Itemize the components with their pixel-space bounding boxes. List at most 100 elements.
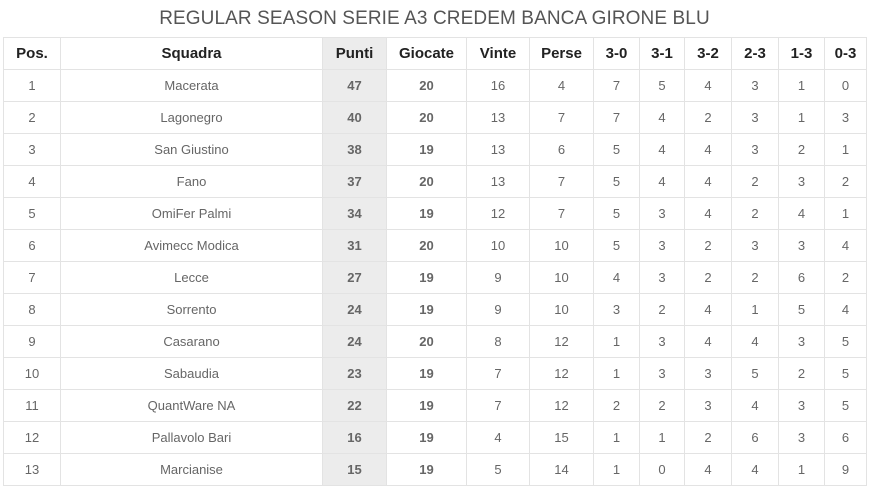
position-cell: 2 bbox=[3, 101, 61, 134]
table-row: 1 Macerata 47 20 16 4 7 5 4 3 1 0 bbox=[3, 69, 867, 102]
score-3-0-cell: 2 bbox=[593, 389, 640, 422]
score-3-2-cell: 2 bbox=[684, 101, 732, 134]
score-3-2-cell: 4 bbox=[684, 453, 732, 486]
lost-cell: 12 bbox=[529, 389, 594, 422]
score-0-3-cell: 6 bbox=[824, 421, 867, 454]
won-cell: 10 bbox=[466, 229, 530, 262]
lost-cell: 14 bbox=[529, 453, 594, 486]
team-name-cell: Lagonegro bbox=[60, 101, 323, 134]
team-name-cell: Sorrento bbox=[60, 293, 323, 326]
played-cell: 19 bbox=[386, 453, 467, 486]
score-1-3-cell: 3 bbox=[778, 389, 825, 422]
points-cell: 24 bbox=[322, 293, 387, 326]
column-header-1-3: 1-3 bbox=[778, 37, 825, 70]
played-cell: 20 bbox=[386, 165, 467, 198]
team-name-cell: Casarano bbox=[60, 325, 323, 358]
table-row: 11 QuantWare NA 22 19 7 12 2 2 3 4 3 5 bbox=[3, 389, 867, 422]
points-cell: 47 bbox=[322, 69, 387, 102]
team-name-cell: Avimecc Modica bbox=[60, 229, 323, 262]
score-2-3-cell: 2 bbox=[731, 197, 779, 230]
score-0-3-cell: 3 bbox=[824, 101, 867, 134]
column-header-3-1: 3-1 bbox=[639, 37, 685, 70]
table-row: 5 OmiFer Palmi 34 19 12 7 5 3 4 2 4 1 bbox=[3, 197, 867, 230]
played-cell: 19 bbox=[386, 357, 467, 390]
lost-cell: 4 bbox=[529, 69, 594, 102]
score-3-1-cell: 3 bbox=[639, 325, 685, 358]
standings-table: Pos. Squadra Punti Giocate Vinte Perse 3… bbox=[3, 37, 867, 486]
score-2-3-cell: 2 bbox=[731, 261, 779, 294]
score-3-2-cell: 4 bbox=[684, 293, 732, 326]
table-row: 10 Sabaudia 23 19 7 12 1 3 3 5 2 5 bbox=[3, 357, 867, 390]
won-cell: 8 bbox=[466, 325, 530, 358]
played-cell: 19 bbox=[386, 197, 467, 230]
position-cell: 7 bbox=[3, 261, 61, 294]
points-cell: 24 bbox=[322, 325, 387, 358]
score-1-3-cell: 2 bbox=[778, 357, 825, 390]
points-cell: 31 bbox=[322, 229, 387, 262]
score-1-3-cell: 3 bbox=[778, 165, 825, 198]
score-1-3-cell: 4 bbox=[778, 197, 825, 230]
score-2-3-cell: 3 bbox=[731, 229, 779, 262]
score-3-1-cell: 3 bbox=[639, 197, 685, 230]
played-cell: 19 bbox=[386, 133, 467, 166]
score-3-1-cell: 5 bbox=[639, 69, 685, 102]
won-cell: 4 bbox=[466, 421, 530, 454]
won-cell: 13 bbox=[466, 165, 530, 198]
position-cell: 12 bbox=[3, 421, 61, 454]
played-cell: 20 bbox=[386, 101, 467, 134]
table-row: 3 San Giustino 38 19 13 6 5 4 4 3 2 1 bbox=[3, 133, 867, 166]
score-3-1-cell: 4 bbox=[639, 133, 685, 166]
table-row: 4 Fano 37 20 13 7 5 4 4 2 3 2 bbox=[3, 165, 867, 198]
lost-cell: 12 bbox=[529, 325, 594, 358]
table-row: 8 Sorrento 24 19 9 10 3 2 4 1 5 4 bbox=[3, 293, 867, 326]
column-header-played: Giocate bbox=[386, 37, 467, 70]
score-3-0-cell: 7 bbox=[593, 101, 640, 134]
lost-cell: 10 bbox=[529, 229, 594, 262]
score-0-3-cell: 2 bbox=[824, 261, 867, 294]
score-0-3-cell: 5 bbox=[824, 357, 867, 390]
score-2-3-cell: 3 bbox=[731, 101, 779, 134]
points-cell: 16 bbox=[322, 421, 387, 454]
score-0-3-cell: 9 bbox=[824, 453, 867, 486]
table-row: 2 Lagonegro 40 20 13 7 7 4 2 3 1 3 bbox=[3, 101, 867, 134]
points-cell: 22 bbox=[322, 389, 387, 422]
table-row: 12 Pallavolo Bari 16 19 4 15 1 1 2 6 3 6 bbox=[3, 421, 867, 454]
team-name-cell: Pallavolo Bari bbox=[60, 421, 323, 454]
won-cell: 16 bbox=[466, 69, 530, 102]
column-header-won: Vinte bbox=[466, 37, 530, 70]
table-header-row: Pos. Squadra Punti Giocate Vinte Perse 3… bbox=[3, 37, 867, 70]
played-cell: 20 bbox=[386, 229, 467, 262]
score-0-3-cell: 4 bbox=[824, 293, 867, 326]
score-3-0-cell: 1 bbox=[593, 325, 640, 358]
won-cell: 7 bbox=[466, 389, 530, 422]
won-cell: 12 bbox=[466, 197, 530, 230]
score-3-2-cell: 4 bbox=[684, 165, 732, 198]
table-row: 7 Lecce 27 19 9 10 4 3 2 2 6 2 bbox=[3, 261, 867, 294]
score-3-0-cell: 1 bbox=[593, 421, 640, 454]
score-1-3-cell: 1 bbox=[778, 69, 825, 102]
column-header-2-3: 2-3 bbox=[731, 37, 779, 70]
score-3-2-cell: 2 bbox=[684, 261, 732, 294]
team-name-cell: QuantWare NA bbox=[60, 389, 323, 422]
position-cell: 10 bbox=[3, 357, 61, 390]
points-cell: 23 bbox=[322, 357, 387, 390]
position-cell: 13 bbox=[3, 453, 61, 486]
position-cell: 9 bbox=[3, 325, 61, 358]
score-3-0-cell: 1 bbox=[593, 453, 640, 486]
points-cell: 15 bbox=[322, 453, 387, 486]
points-cell: 37 bbox=[322, 165, 387, 198]
team-name-cell: Fano bbox=[60, 165, 323, 198]
score-0-3-cell: 1 bbox=[824, 133, 867, 166]
score-3-2-cell: 4 bbox=[684, 69, 732, 102]
team-name-cell: San Giustino bbox=[60, 133, 323, 166]
points-cell: 27 bbox=[322, 261, 387, 294]
score-0-3-cell: 0 bbox=[824, 69, 867, 102]
lost-cell: 6 bbox=[529, 133, 594, 166]
score-0-3-cell: 5 bbox=[824, 389, 867, 422]
lost-cell: 7 bbox=[529, 165, 594, 198]
score-0-3-cell: 1 bbox=[824, 197, 867, 230]
score-3-1-cell: 2 bbox=[639, 293, 685, 326]
score-3-0-cell: 5 bbox=[593, 133, 640, 166]
column-header-points: Punti bbox=[322, 37, 387, 70]
score-3-1-cell: 2 bbox=[639, 389, 685, 422]
